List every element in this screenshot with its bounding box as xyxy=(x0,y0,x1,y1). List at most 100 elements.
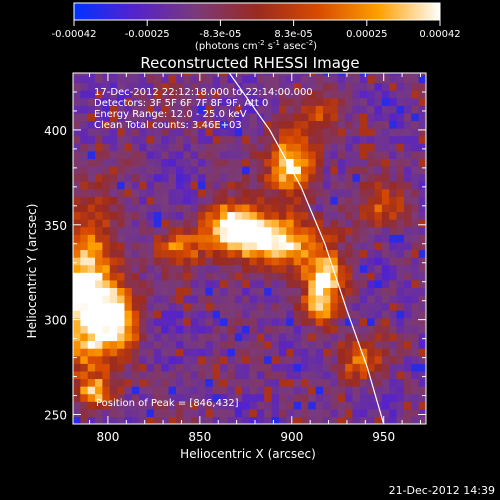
heatmap-cell xyxy=(418,90,426,99)
heatmap-cell xyxy=(256,188,265,197)
heatmap-cell xyxy=(109,348,118,357)
heatmap-cell xyxy=(190,264,199,273)
heatmap-cell xyxy=(286,370,295,380)
heatmap-cell xyxy=(381,257,390,266)
heatmap-cell xyxy=(73,378,81,387)
heatmap-cell xyxy=(403,257,412,266)
heatmap-cell xyxy=(205,355,214,364)
heatmap-cell xyxy=(95,287,104,296)
heatmap-cell xyxy=(161,97,170,106)
heatmap-cell xyxy=(198,294,206,304)
heatmap-cell xyxy=(264,203,273,213)
heatmap-cell xyxy=(190,203,199,213)
heatmap-cell xyxy=(146,73,155,76)
heatmap-cell xyxy=(286,105,295,114)
heatmap-cell xyxy=(80,226,89,235)
heatmap-cell xyxy=(359,143,368,152)
heatmap-cell xyxy=(323,211,331,220)
heatmap-cell xyxy=(175,294,184,304)
heatmap-cell xyxy=(271,181,280,190)
heatmap-cell xyxy=(278,74,287,84)
heatmap-cell xyxy=(264,310,273,319)
heatmap-cell xyxy=(131,378,140,387)
heatmap-cell xyxy=(271,158,280,167)
heatmap-cell xyxy=(73,74,81,84)
heatmap-cell xyxy=(330,241,339,251)
heatmap-cell xyxy=(220,135,229,144)
heatmap-cell xyxy=(381,73,390,76)
colorbar-tick-label: -0.00025 xyxy=(125,29,170,40)
heatmap-cell xyxy=(212,196,221,205)
heatmap-cell xyxy=(205,150,214,159)
heatmap-cell xyxy=(212,302,221,311)
heatmap-cell xyxy=(345,165,354,175)
heatmap-cell xyxy=(80,165,89,175)
heatmap-cell xyxy=(249,234,258,243)
heatmap-cell xyxy=(278,257,287,266)
heatmap-cell xyxy=(80,158,89,167)
heatmap-cell xyxy=(264,325,273,334)
heatmap-cell xyxy=(323,241,331,251)
heatmap-cell xyxy=(403,74,412,84)
heatmap-cell xyxy=(212,257,221,266)
heatmap-cell xyxy=(337,105,346,114)
heatmap-cell xyxy=(234,226,243,235)
heatmap-cell xyxy=(109,188,118,197)
heatmap-cell xyxy=(411,226,420,235)
heatmap-cell xyxy=(124,112,133,122)
heatmap-cell xyxy=(227,234,236,243)
heatmap-cell xyxy=(374,386,383,395)
heatmap-cell xyxy=(352,272,361,281)
heatmap-cell xyxy=(205,310,214,319)
heatmap-cell xyxy=(359,340,368,349)
heatmap-cell xyxy=(73,241,81,251)
heatmap-cell xyxy=(175,181,184,190)
heatmap-cell xyxy=(102,219,111,228)
heatmap-cell xyxy=(381,234,390,243)
heatmap-cell xyxy=(234,128,243,137)
heatmap-cell xyxy=(315,82,324,91)
heatmap-cell xyxy=(161,165,170,175)
heatmap-cell xyxy=(102,401,111,410)
heatmap-cell xyxy=(389,226,398,235)
heatmap-cell xyxy=(264,165,273,175)
heatmap-cell xyxy=(352,211,361,220)
heatmap-cell xyxy=(323,408,331,418)
heatmap-cell xyxy=(139,150,148,159)
heatmap-cell xyxy=(300,302,309,311)
heatmap-cell xyxy=(183,272,192,281)
heatmap-cell xyxy=(227,401,236,410)
heatmap-cell xyxy=(234,150,243,159)
heatmap-cell xyxy=(308,386,317,395)
heatmap-cell xyxy=(308,363,317,372)
heatmap-cell xyxy=(161,143,170,152)
heatmap-cell xyxy=(381,128,390,137)
heatmap-cell xyxy=(146,203,155,213)
heatmap-cell xyxy=(345,378,354,387)
heatmap-cell xyxy=(183,287,192,296)
heatmap-cell xyxy=(234,120,243,129)
heatmap-cell xyxy=(139,294,148,304)
heatmap-cell xyxy=(389,348,398,357)
heatmap-cell xyxy=(330,165,339,175)
heatmap-cell xyxy=(234,203,243,213)
heatmap-cell xyxy=(102,188,111,197)
heatmap-cell xyxy=(234,408,243,418)
heatmap-cell xyxy=(411,90,420,99)
heatmap-cell xyxy=(418,264,426,273)
heatmap-cell xyxy=(212,219,221,228)
heatmap-cell xyxy=(323,112,331,122)
heatmap-cell xyxy=(153,181,162,190)
heatmap-cell xyxy=(367,143,376,152)
heatmap-cell xyxy=(183,310,192,319)
heatmap-cell xyxy=(234,378,243,387)
heatmap-cell xyxy=(315,150,324,159)
heatmap-cell xyxy=(227,340,236,349)
heatmap-cell xyxy=(278,264,287,273)
heatmap-cell xyxy=(109,355,118,364)
heatmap-cell xyxy=(183,105,192,114)
heatmap-cell xyxy=(198,165,206,175)
heatmap-cell xyxy=(396,249,405,258)
heatmap-cell xyxy=(315,332,324,342)
heatmap-cell xyxy=(109,165,118,175)
